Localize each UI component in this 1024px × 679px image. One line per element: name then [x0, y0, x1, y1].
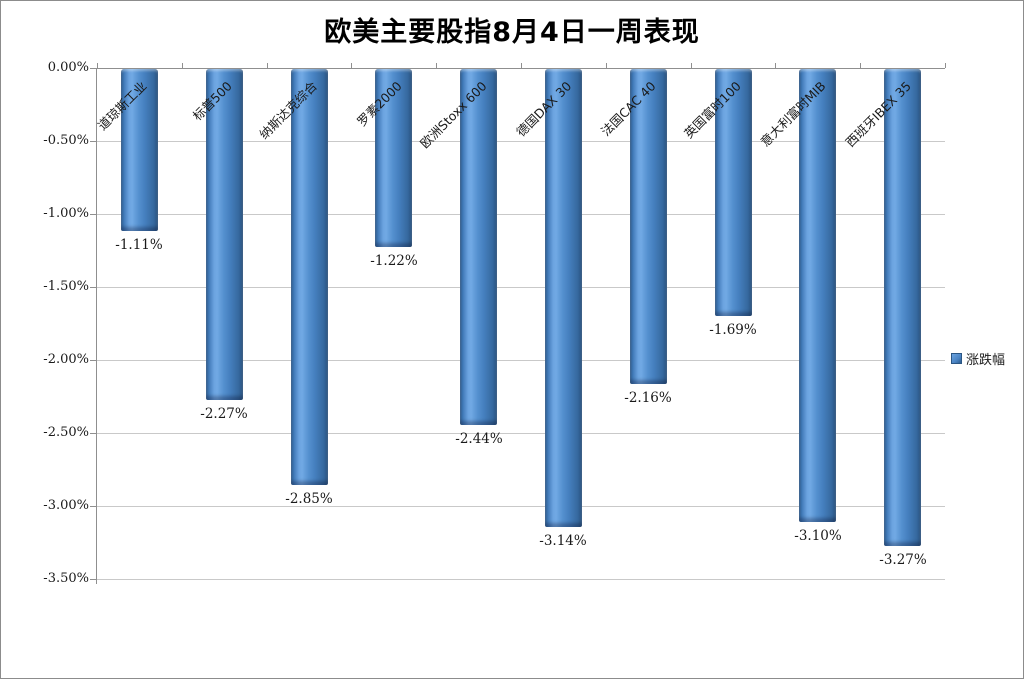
y-axis-tick — [90, 433, 97, 434]
data-label: -3.14% — [539, 533, 587, 549]
y-axis-tick — [90, 214, 97, 215]
y-axis-tick — [90, 287, 97, 288]
y-axis-tick-label: -1.00% — [43, 206, 89, 221]
data-label: -1.11% — [115, 237, 163, 253]
data-label: -2.16% — [624, 390, 672, 406]
category-boundary-tick — [945, 63, 946, 68]
y-axis-tick — [90, 360, 97, 361]
legend: 涨跌幅 — [951, 349, 1005, 368]
y-axis-tick-label: -3.00% — [43, 498, 89, 513]
category-boundary-tick — [775, 63, 776, 68]
bar-8 — [715, 69, 752, 316]
gridline — [97, 287, 945, 288]
data-label: -1.22% — [370, 253, 418, 269]
category-boundary-tick — [521, 63, 522, 68]
bar-10 — [884, 69, 921, 546]
gridline — [97, 141, 945, 142]
category-boundary-tick — [691, 63, 692, 68]
category-boundary-tick — [267, 63, 268, 68]
y-axis-tick — [90, 506, 97, 507]
legend-marker-icon — [951, 353, 962, 364]
category-boundary-tick — [606, 63, 607, 68]
category-boundary-tick — [436, 63, 437, 68]
gridline — [97, 506, 945, 507]
category-boundary-tick — [182, 63, 183, 68]
gridline — [97, 433, 945, 434]
gridline — [97, 579, 945, 580]
y-axis-tick-label: -3.50% — [43, 571, 89, 586]
bar-9 — [799, 69, 836, 522]
y-axis-tick — [90, 141, 97, 142]
bar-5 — [460, 69, 497, 425]
data-label: -2.44% — [455, 431, 503, 447]
y-axis-tick-label: -2.50% — [43, 425, 89, 440]
category-boundary-tick — [351, 63, 352, 68]
legend-label: 涨跌幅 — [966, 353, 1006, 368]
plot-area: 道琼斯工业 标普500 纳斯达克综合 罗素2000 欧洲Stoxx 600 德国DAX 3… — [43, 60, 946, 586]
data-label: -3.27% — [879, 552, 927, 568]
chart-title: 欧美主要股指8月4日一周表现 — [324, 17, 700, 48]
bar-4 — [375, 69, 412, 247]
data-label: -2.85% — [285, 491, 333, 507]
bar-1 — [121, 69, 158, 231]
gridline — [97, 360, 945, 361]
x-axis-line — [97, 68, 945, 69]
bar-2 — [206, 69, 243, 400]
y-axis-tick — [90, 68, 97, 69]
y-axis-tick-label: -1.50% — [43, 279, 89, 294]
data-label: -3.10% — [794, 528, 842, 544]
y-axis-line — [96, 68, 97, 584]
gridline — [97, 214, 945, 215]
y-axis-tick-label: -2.00% — [43, 352, 89, 367]
y-axis-tick — [90, 579, 97, 580]
y-axis-tick-label: 0.00% — [47, 60, 89, 75]
bar-7 — [630, 69, 667, 384]
bar-3 — [291, 69, 328, 485]
bar-6 — [545, 69, 582, 527]
category-boundary-tick — [97, 63, 98, 68]
data-label: -2.27% — [200, 406, 248, 422]
data-label: -1.69% — [709, 322, 757, 338]
y-axis-tick-label: -0.50% — [43, 133, 89, 148]
category-boundary-tick — [860, 63, 861, 68]
